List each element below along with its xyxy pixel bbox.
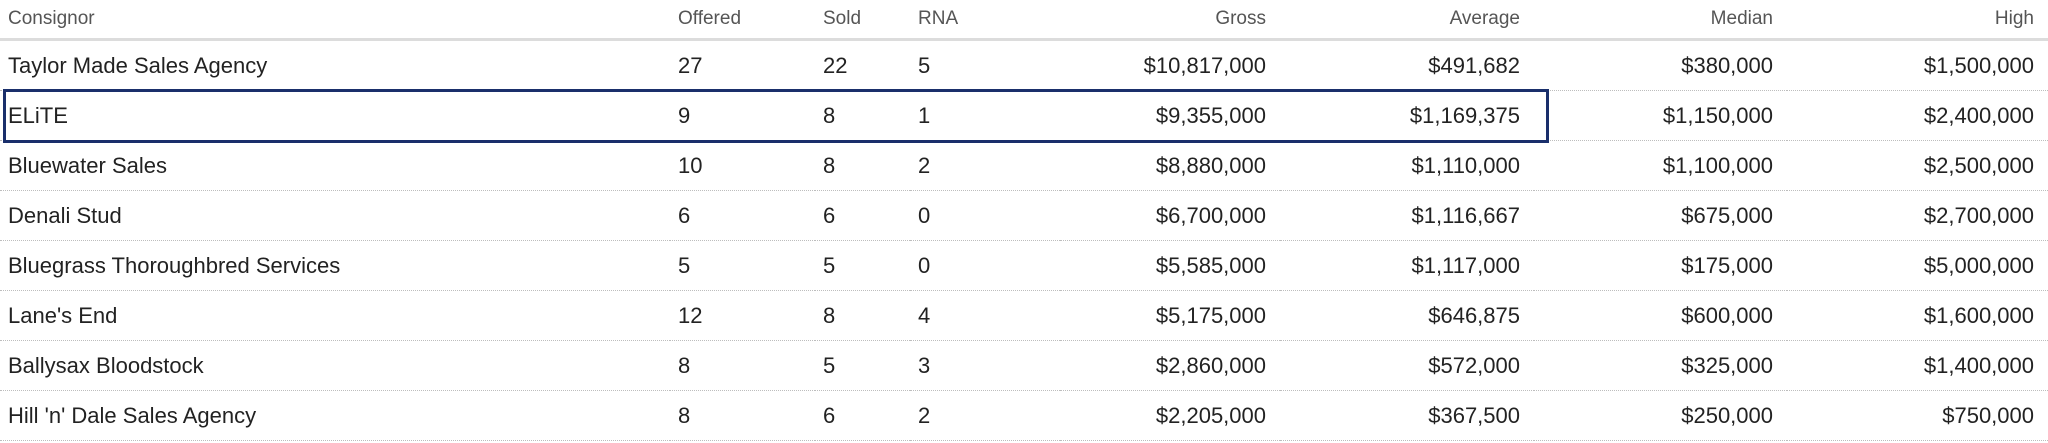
consignor-cell: Denali Stud (0, 190, 670, 241)
gross-cell: $6,700,000 (1060, 190, 1280, 241)
gross-cell: $8,880,000 (1060, 140, 1280, 191)
average-cell: $1,117,000 (1280, 240, 1534, 291)
offered-cell: 9 (670, 90, 815, 141)
high-cell: $2,500,000 (1787, 140, 2048, 191)
table-row[interactable]: Ballysax Bloodstock 8 5 3 $2,860,000 $572,000… (0, 340, 2048, 391)
offered-cell: 8 (670, 340, 815, 391)
average-cell: $572,000 (1280, 340, 1534, 391)
gross-cell: $5,175,000 (1060, 290, 1280, 341)
average-cell: $1,116,667 (1280, 190, 1534, 241)
rna-cell: 2 (910, 140, 1060, 191)
rna-cell: 3 (910, 340, 1060, 391)
table-row[interactable]: Bluegrass Thoroughbred Services 5 5 0 $5,585… (0, 240, 2048, 291)
consignor-cell: Hill 'n' Dale Sales Agency (0, 390, 670, 441)
table-body: Taylor Made Sales Agency 27 22 5 $10,817,000… (0, 39, 2048, 441)
offered-cell: 27 (670, 39, 815, 91)
high-cell: $2,700,000 (1787, 190, 2048, 241)
high-cell: $2,400,000 (1787, 90, 2048, 141)
column-header-gross[interactable]: Gross (1060, 0, 1280, 41)
median-cell: $1,100,000 (1534, 140, 1787, 191)
gross-cell: $10,817,000 (1060, 39, 1280, 91)
gross-cell: $2,860,000 (1060, 340, 1280, 391)
sold-cell: 8 (815, 90, 910, 141)
column-header-high[interactable]: High (1787, 0, 2048, 41)
consignor-cell: Taylor Made Sales Agency (0, 39, 670, 91)
median-cell: $380,000 (1534, 39, 1787, 91)
offered-cell: 5 (670, 240, 815, 291)
consignor-cell: Ballysax Bloodstock (0, 340, 670, 391)
table-row[interactable]: ELiTE 9 8 1 $9,355,000 $1,169,375 $1,150,000 $2… (0, 90, 2048, 141)
table-row[interactable]: Taylor Made Sales Agency 27 22 5 $10,817,000… (0, 39, 2048, 91)
table-row[interactable]: Hill 'n' Dale Sales Agency 8 6 2 $2,205,000 $… (0, 390, 2048, 441)
sold-cell: 5 (815, 340, 910, 391)
rna-cell: 1 (910, 90, 1060, 141)
offered-cell: 10 (670, 140, 815, 191)
table-header: Consignor Offered Sold RNA Gross Average… (0, 0, 2048, 41)
gross-cell: $5,585,000 (1060, 240, 1280, 291)
consignor-cell: ELiTE (0, 90, 670, 141)
high-cell: $1,400,000 (1787, 340, 2048, 391)
sold-cell: 22 (815, 39, 910, 91)
sold-cell: 8 (815, 290, 910, 341)
median-cell: $675,000 (1534, 190, 1787, 241)
median-cell: $325,000 (1534, 340, 1787, 391)
offered-cell: 8 (670, 390, 815, 441)
median-cell: $250,000 (1534, 390, 1787, 441)
average-cell: $367,500 (1280, 390, 1534, 441)
high-cell: $750,000 (1787, 390, 2048, 441)
sold-cell: 8 (815, 140, 910, 191)
header-row: Consignor Offered Sold RNA Gross Average… (0, 0, 2048, 41)
high-cell: $5,000,000 (1787, 240, 2048, 291)
sold-cell: 5 (815, 240, 910, 291)
consignor-cell: Lane's End (0, 290, 670, 341)
gross-cell: $2,205,000 (1060, 390, 1280, 441)
table-row[interactable]: Denali Stud 6 6 0 $6,700,000 $1,116,667 $675,0… (0, 190, 2048, 241)
table-row[interactable]: Bluewater Sales 10 8 2 $8,880,000 $1,110,000 $… (0, 140, 2048, 191)
average-cell: $1,110,000 (1280, 140, 1534, 191)
offered-cell: 6 (670, 190, 815, 241)
column-header-average[interactable]: Average (1280, 0, 1534, 41)
column-header-median[interactable]: Median (1534, 0, 1787, 41)
rna-cell: 5 (910, 39, 1060, 91)
rna-cell: 2 (910, 390, 1060, 441)
consignor-cell: Bluewater Sales (0, 140, 670, 191)
average-cell: $491,682 (1280, 39, 1534, 91)
rna-cell: 0 (910, 240, 1060, 291)
table-row[interactable]: Lane's End 12 8 4 $5,175,000 $646,875 $600,000… (0, 290, 2048, 341)
sold-cell: 6 (815, 190, 910, 241)
median-cell: $600,000 (1534, 290, 1787, 341)
high-cell: $1,500,000 (1787, 39, 2048, 91)
sold-cell: 6 (815, 390, 910, 441)
column-header-offered[interactable]: Offered (670, 0, 815, 41)
column-header-sold[interactable]: Sold (815, 0, 910, 41)
high-cell: $1,600,000 (1787, 290, 2048, 341)
average-cell: $646,875 (1280, 290, 1534, 341)
offered-cell: 12 (670, 290, 815, 341)
gross-cell: $9,355,000 (1060, 90, 1280, 141)
column-header-rna[interactable]: RNA (910, 0, 1060, 41)
rna-cell: 0 (910, 190, 1060, 241)
consignor-cell: Bluegrass Thoroughbred Services (0, 240, 670, 291)
average-cell: $1,169,375 (1280, 90, 1534, 141)
rna-cell: 4 (910, 290, 1060, 341)
column-header-consignor[interactable]: Consignor (0, 0, 670, 41)
median-cell: $175,000 (1534, 240, 1787, 291)
median-cell: $1,150,000 (1534, 90, 1787, 141)
